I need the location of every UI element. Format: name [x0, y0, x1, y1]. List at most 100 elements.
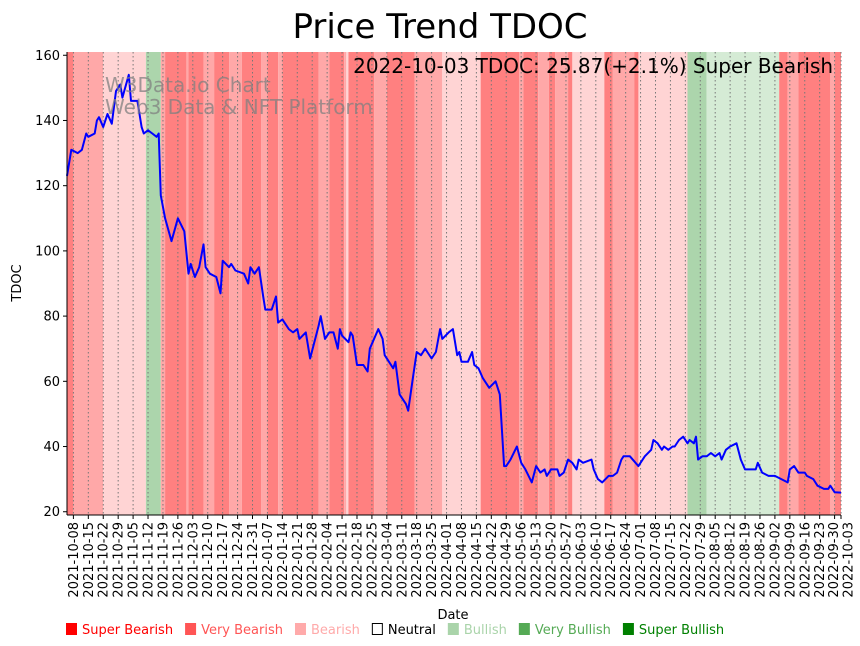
- band-very-bearish: [519, 52, 524, 515]
- x-tick-label: 2021-10-22: [97, 522, 112, 598]
- x-tick-label: 2022-05-20: [545, 522, 560, 598]
- x-tick-label: 2022-06-03: [574, 522, 589, 598]
- band-super-bearish: [523, 52, 539, 515]
- legend-label: Super Bullish: [639, 623, 724, 638]
- band-super-bearish: [548, 52, 556, 515]
- band-bearish: [572, 52, 605, 515]
- x-tick-label: 2022-08-12: [724, 522, 739, 598]
- latest-annotation: 2022-10-03 TDOC: 25.87(+2.1%) Super Bear…: [353, 54, 833, 78]
- x-tick-label: 2021-12-03: [186, 522, 201, 598]
- band-super-bearish: [834, 52, 841, 515]
- band-very-bearish: [261, 52, 268, 515]
- watermark-line-2: Web3 Data & NFT Platform: [105, 95, 373, 119]
- x-tick-label: 2022-04-15: [470, 522, 485, 598]
- band-super-bearish: [386, 52, 415, 515]
- x-tick-label: 2022-09-30: [827, 522, 842, 598]
- legend-label: Very Bullish: [535, 623, 611, 638]
- band-super-bearish: [282, 52, 319, 515]
- legend-swatch: [518, 623, 530, 635]
- x-tick-label: 2022-01-21: [291, 522, 306, 598]
- band-super-bearish: [779, 52, 788, 515]
- band-very-bearish: [160, 52, 166, 515]
- legend-swatch: [294, 623, 306, 635]
- y-tick-label: 140: [35, 114, 60, 129]
- x-tick-label: 2022-09-02: [768, 522, 783, 598]
- y-tick-label: 20: [43, 505, 60, 520]
- x-tick-label: 2021-10-08: [67, 522, 82, 598]
- band-super-bearish: [604, 52, 613, 515]
- legend: Super Bearish Very Bearish Bearish Neutral B…: [66, 623, 724, 638]
- x-tick-label: 2022-02-11: [336, 522, 351, 598]
- legend-swatch: [185, 623, 197, 635]
- x-tick-label: 2021-12-31: [246, 522, 261, 598]
- band-super-bearish: [67, 52, 74, 515]
- legend-swatch: [622, 623, 634, 635]
- band-super-bearish: [329, 52, 345, 515]
- band-super-bearish: [480, 52, 520, 515]
- band-very-bearish: [538, 52, 549, 515]
- legend-item: Very Bullish: [518, 623, 611, 638]
- x-tick-label: 2022-03-18: [410, 522, 425, 598]
- legend-swatch: [371, 623, 383, 635]
- sentiment-bands: [67, 52, 841, 515]
- x-tick-label: 2022-10-03: [842, 522, 857, 598]
- x-axis-label: Date: [437, 608, 468, 623]
- x-tick-label: 2022-07-29: [694, 522, 709, 598]
- legend-item: Very Bearish: [185, 623, 283, 638]
- legend-label: Bearish: [311, 623, 360, 638]
- band-very-bullish: [687, 52, 707, 515]
- band-super-bearish: [634, 52, 639, 515]
- x-tick-label: 2022-07-01: [634, 522, 649, 598]
- band-super-bearish: [348, 52, 375, 515]
- x-gridlines: [72, 52, 842, 515]
- legend-item: Super Bearish: [66, 623, 173, 638]
- x-tick-label: 2022-06-10: [589, 522, 604, 598]
- legend-item: Bullish: [447, 623, 507, 638]
- band-very-bearish: [555, 52, 569, 515]
- x-tick-label: 2021-12-10: [201, 522, 216, 598]
- x-tick-label: 2022-04-08: [455, 522, 470, 598]
- x-tick-label: 2021-12-17: [216, 522, 231, 598]
- x-tick-label: 2021-11-05: [127, 522, 142, 598]
- band-very-bullish: [145, 52, 161, 515]
- band-very-bearish: [186, 52, 189, 515]
- legend-label: Very Bearish: [201, 623, 283, 638]
- chart-title: Price Trend TDOC: [292, 7, 587, 47]
- band-very-bearish: [374, 52, 387, 515]
- y-tick-label: 120: [35, 179, 60, 194]
- x-tick-label: 2022-05-27: [559, 522, 574, 598]
- x-tick-label: 2022-08-05: [709, 522, 724, 598]
- legend-label: Bullish: [464, 623, 507, 638]
- x-tick-label: 2022-04-01: [440, 522, 455, 598]
- x-tick-label: 2022-04-22: [485, 522, 500, 598]
- band-bearish: [346, 52, 349, 515]
- band-bullish: [706, 52, 780, 515]
- band-super-bearish: [188, 52, 204, 515]
- x-tick-label: 2021-11-19: [156, 522, 171, 598]
- y-tick-label: 100: [35, 244, 60, 259]
- x-tick-label: 2022-03-25: [425, 522, 440, 598]
- y-axis-label: TDOC: [10, 264, 25, 302]
- band-super-bearish: [568, 52, 573, 515]
- x-tick-label: 2022-03-11: [395, 522, 410, 598]
- band-very-bearish: [203, 52, 215, 515]
- x-tick-label: 2022-06-24: [619, 522, 634, 598]
- x-tick-label: 2022-02-25: [365, 522, 380, 598]
- x-tick-label: 2022-02-18: [350, 522, 365, 598]
- band-very-bearish: [318, 52, 330, 515]
- legend-label: Neutral: [388, 623, 436, 638]
- y-axis: 20 40 60 80 100 120 140 160: [35, 49, 67, 520]
- band-very-bearish: [787, 52, 799, 515]
- y-tick-label: 40: [43, 440, 60, 455]
- legend-swatch: [66, 623, 77, 635]
- x-tick-label: 2022-09-09: [783, 522, 798, 598]
- band-very-bearish: [414, 52, 443, 515]
- legend-item: Bearish: [294, 623, 360, 638]
- band-super-bearish: [798, 52, 831, 515]
- x-tick-label: 2022-09-23: [813, 522, 828, 598]
- y-tick-label: 60: [43, 375, 60, 390]
- x-tick-label: 2022-03-04: [380, 522, 395, 598]
- x-tick-label: 2021-12-24: [231, 522, 246, 598]
- y-tick-label: 160: [35, 49, 60, 64]
